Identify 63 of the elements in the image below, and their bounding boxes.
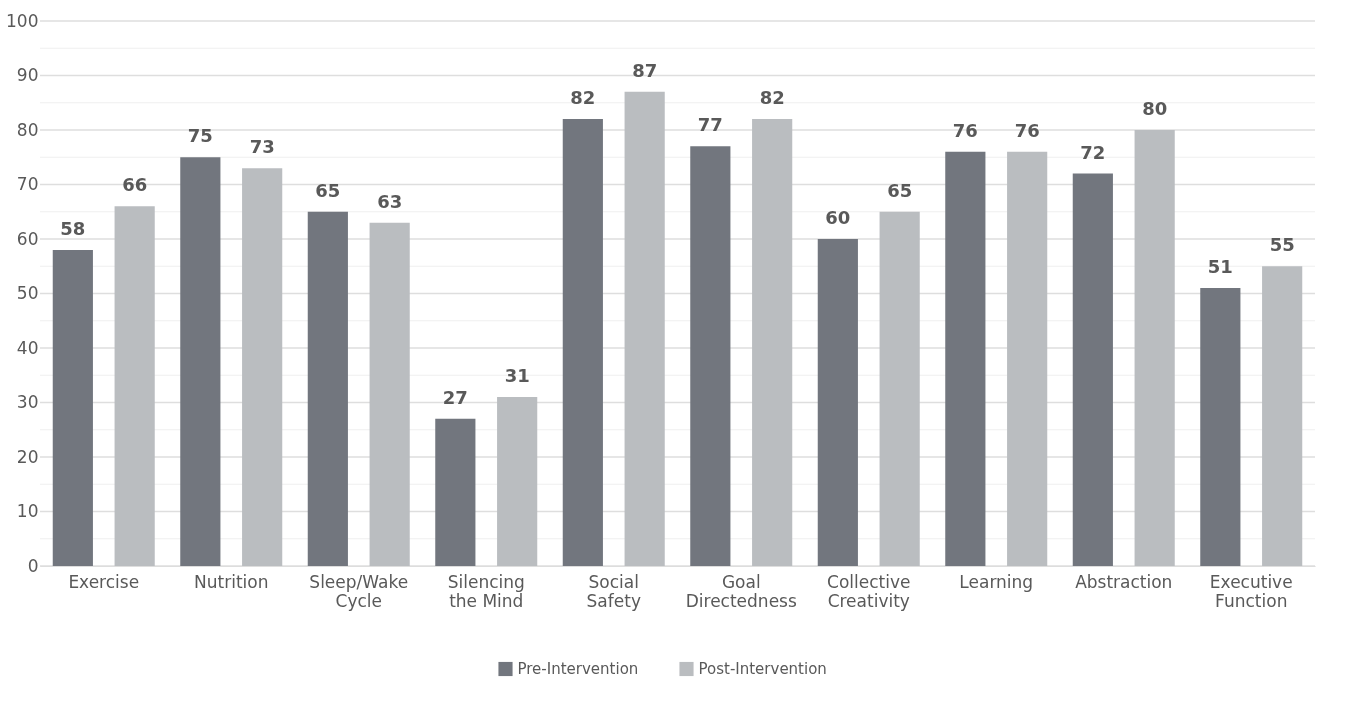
bar xyxy=(752,119,793,566)
bar xyxy=(435,418,476,566)
data-label: 63 xyxy=(377,190,403,212)
bar xyxy=(1134,130,1175,566)
bar xyxy=(1072,173,1113,566)
bar xyxy=(1262,266,1303,566)
bar xyxy=(497,397,538,566)
bar xyxy=(114,206,155,566)
data-label: 55 xyxy=(1269,234,1295,256)
y-tick-label: 80 xyxy=(16,119,39,140)
y-tick-label: 70 xyxy=(16,174,39,194)
y-tick-label: 20 xyxy=(16,446,39,467)
data-label: 31 xyxy=(504,365,530,387)
data-label: 82 xyxy=(759,87,785,109)
data-label: 51 xyxy=(1207,256,1233,278)
x-tick-label: Executive Function xyxy=(1209,571,1293,611)
data-label: 87 xyxy=(632,59,658,81)
bar xyxy=(690,146,731,566)
data-label: 80 xyxy=(1142,98,1168,119)
data-label: 75 xyxy=(187,125,213,147)
data-label: 72 xyxy=(1080,141,1106,163)
data-label: 77 xyxy=(697,114,723,136)
legend-label: Pre-Intervention xyxy=(517,660,639,678)
bar xyxy=(180,157,221,566)
data-label: 65 xyxy=(887,179,913,201)
x-tick-label: Nutrition xyxy=(194,571,269,592)
data-label: 76 xyxy=(952,119,978,141)
bar xyxy=(369,222,410,566)
bar xyxy=(624,91,665,566)
bar xyxy=(879,211,920,566)
x-tick-label: Learning xyxy=(959,571,1034,592)
x-tick-label: Exercise xyxy=(68,571,140,592)
x-tick-label: Collective Creativity xyxy=(827,571,911,611)
data-label: 60 xyxy=(825,207,851,228)
x-tick-label: Social Safety xyxy=(586,571,641,611)
bar xyxy=(52,249,93,566)
y-tick-label: 60 xyxy=(16,228,39,249)
data-label: 65 xyxy=(315,179,341,201)
bar xyxy=(562,119,603,566)
x-tick-label: Sleep/Wake Cycle xyxy=(309,571,409,611)
x-tick-label: Silencing the Mind xyxy=(447,571,525,611)
x-tick-label: Abstraction xyxy=(1075,571,1173,592)
x-tick-label: Goal Directedness xyxy=(685,571,797,611)
y-tick-label: 50 xyxy=(16,283,39,303)
bar xyxy=(817,239,858,566)
y-tick-label: 100 xyxy=(6,10,39,31)
bar xyxy=(945,151,986,566)
y-tick-label: 90 xyxy=(16,65,39,85)
data-label: 76 xyxy=(1014,119,1040,141)
bar xyxy=(242,168,283,566)
bar xyxy=(307,211,348,566)
y-tick-label: 0 xyxy=(27,555,39,576)
data-label: 27 xyxy=(442,386,468,408)
bar xyxy=(1200,288,1241,566)
data-label: 58 xyxy=(60,217,86,239)
data-label: 82 xyxy=(570,87,596,109)
y-tick-label: 10 xyxy=(16,501,39,521)
y-tick-label: 40 xyxy=(16,337,39,358)
data-label: 66 xyxy=(122,174,148,196)
data-label: 73 xyxy=(249,136,275,158)
bar xyxy=(1007,151,1048,566)
y-tick-label: 30 xyxy=(16,392,39,412)
legend-label: Post-Intervention xyxy=(698,660,827,678)
